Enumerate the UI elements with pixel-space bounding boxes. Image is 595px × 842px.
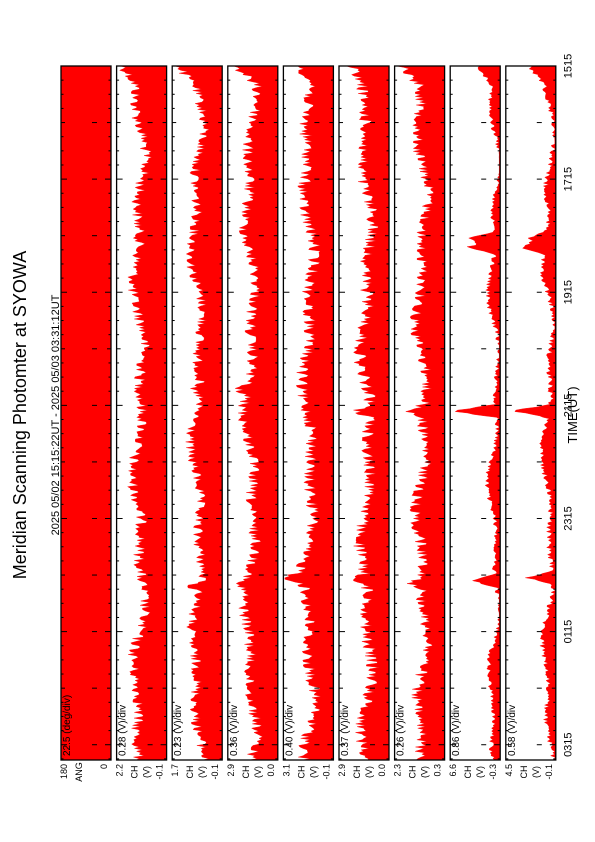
- panel-min-tick: -0.1: [321, 764, 331, 780]
- trace-p4: [284, 65, 334, 761]
- y-unit-label: (V): [364, 766, 374, 778]
- x-tick-label: 1515: [562, 54, 574, 78]
- trace-p8: [514, 65, 556, 761]
- panel-frame: [282, 65, 335, 761]
- panel-frame: [393, 65, 446, 761]
- x-tick-labels: 1515 1715 1915 2115 2315 0115 0315: [562, 54, 574, 757]
- trace-p6: [396, 65, 445, 761]
- panel-max-tick: 6.6: [448, 764, 458, 777]
- panel-channel-label: CH: [352, 766, 362, 779]
- y-unit-label: (V): [475, 766, 485, 778]
- panel-max-tick: 3.1: [281, 764, 291, 777]
- panel-p5: (V) 0.37 (V)/div 2.9 0.0 CH: [337, 65, 390, 779]
- panel-min-tick: -0.1: [544, 764, 554, 780]
- panel-frame: [338, 65, 390, 761]
- panel-p4: (V) 0.40 (V)/div 3.1 -0.1 CH: [281, 65, 335, 780]
- panel-max-tick: 180: [59, 764, 69, 779]
- chart-title: Meridian Scanning Photomter at SYOWA: [10, 251, 30, 579]
- panel-frame: [171, 65, 223, 761]
- panel-channel-label: CH: [185, 766, 195, 779]
- panel-p1: (V) 0.28 (V)/div 2.2 -0.1 CH: [115, 65, 168, 780]
- panel-min-tick: 0: [99, 764, 109, 769]
- x-tick-label: 0115: [562, 620, 574, 644]
- x-tick-label: 0315: [562, 732, 574, 756]
- panel-frame: [449, 65, 501, 761]
- panel-ang: 22.5 (deg/div) 180 0 ANG: [59, 65, 112, 782]
- panel-max-tick: 2.9: [337, 764, 347, 777]
- panel-min-tick: -0.1: [210, 764, 220, 780]
- panel-frame: [227, 65, 279, 761]
- panel-scale-label: 0.58 (V)/div: [507, 705, 518, 756]
- panel-channel-label: CH: [130, 766, 140, 779]
- panel-scale-label: 0.23 (V)/div: [173, 705, 184, 756]
- panel-channel-label: CH: [296, 766, 306, 779]
- x-tick-label: 2315: [562, 506, 574, 530]
- panel-scale-label: 0.28 (V)/div: [118, 705, 129, 756]
- panel-channel-label: ANG: [74, 762, 84, 782]
- panel-min-tick: -0.1: [155, 764, 165, 780]
- panel-min-tick: -0.3: [488, 764, 498, 780]
- y-unit-label: (V): [531, 766, 541, 778]
- y-unit-label: (V): [420, 766, 430, 778]
- trace-p3: [233, 65, 278, 761]
- panel-scale-label: 22.5 (deg/div): [62, 695, 73, 756]
- y-unit-label: (V): [253, 766, 263, 778]
- panel-scale-label: 0.86 (V)/div: [451, 705, 462, 756]
- panel-p7: (V) 0.86 (V)/div 6.6 -0.3 CH: [448, 65, 501, 780]
- trace-p1: [119, 65, 167, 761]
- panel-channel-label: CH: [519, 766, 529, 779]
- panel-p8: (V) 0.58 (V)/div 4.5 -0.1 CH: [504, 65, 557, 780]
- panel-p2: (V) 0.23 (V)/div 1.7 -0.1 CH: [170, 65, 223, 780]
- panel-frame: [115, 65, 168, 761]
- panel-min-tick: 0.0: [266, 764, 276, 777]
- y-unit-label: (V): [142, 766, 152, 778]
- x-tick-label: 1915: [562, 280, 574, 304]
- panel-channel-label: CH: [408, 766, 418, 779]
- panels-group: 22.5 (deg/div) 180 0 ANG (V) 0.28 (V)/div 2.2 -…: [59, 65, 557, 782]
- panel-min-tick: 0.3: [433, 764, 443, 777]
- x-tick-label: 1715: [562, 167, 574, 191]
- x-axis-label: TIME(UT): [565, 386, 580, 443]
- panel-p6: (V) 0.26 (V)/div 2.3 0.3 CH: [393, 65, 446, 779]
- panel-scale-label: 0.26 (V)/div: [396, 705, 407, 756]
- y-unit-label: (V): [197, 766, 207, 778]
- panel-p3: (V) 0.36 (V)/div 2.9 0.0 CH: [226, 65, 279, 779]
- trace-p5: [346, 65, 390, 761]
- panel-max-tick: 1.7: [170, 764, 180, 777]
- panel-scale-label: 0.37 (V)/div: [340, 705, 351, 756]
- angle-fill: [61, 66, 111, 760]
- panel-scale-label: 0.40 (V)/div: [284, 705, 295, 756]
- panel-channel-label: CH: [241, 766, 251, 779]
- panel-max-tick: 2.3: [393, 764, 403, 777]
- panel-max-tick: 4.5: [504, 764, 514, 777]
- time-range: 2025 05/02 15:15:22UT - 2025 05/03 03:31…: [50, 294, 62, 535]
- trace-p7: [454, 65, 501, 761]
- panel-max-tick: 2.2: [115, 764, 125, 777]
- y-unit-label: (V): [308, 766, 318, 778]
- panel-scale-label: 0.36 (V)/div: [229, 705, 240, 756]
- panel-frame: [505, 65, 557, 761]
- panel-min-tick: 0.0: [377, 764, 387, 777]
- panel-channel-label: CH: [463, 766, 473, 779]
- trace-p2: [174, 65, 223, 761]
- x-tick-label: 2115: [562, 394, 574, 418]
- panel-max-tick: 2.9: [226, 764, 236, 777]
- panel-frame: [60, 65, 112, 761]
